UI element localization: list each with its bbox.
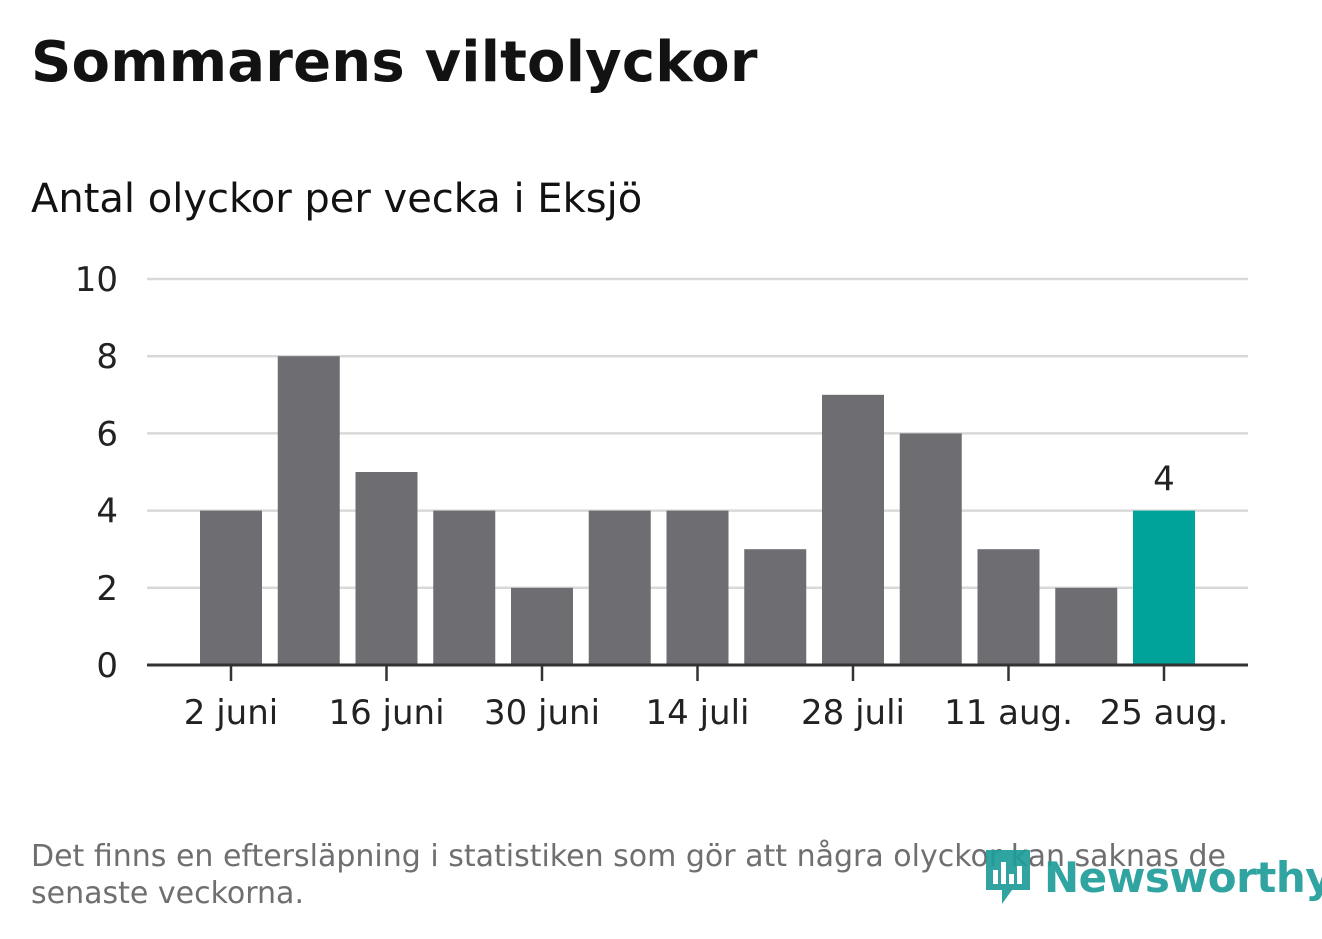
labels: 0 2 4 6 8 10 4 2 juni 16 juni 30 juni 14 juli 28 ju… [75, 260, 1229, 733]
bar [899, 433, 962, 665]
y-tick-label: 8 [96, 337, 118, 377]
chart-title: Sommarens viltolyckor [31, 30, 758, 95]
y-tick-label: 4 [96, 492, 118, 532]
bar [355, 472, 418, 665]
y-tick-label: 0 [96, 646, 118, 686]
bar [977, 549, 1040, 665]
bar-chart: 0 2 4 6 8 10 4 2 juni 16 juni 30 juni 14 juli 28 ju… [75, 260, 1248, 733]
bar [744, 549, 807, 665]
bar [433, 510, 496, 665]
bar [588, 510, 651, 665]
bar [1055, 587, 1118, 665]
bar [511, 587, 573, 665]
bar [277, 356, 340, 665]
chart-subtitle: Antal olyckor per vecka i Eksjö [31, 176, 643, 222]
x-tick-label: 2 juni [184, 693, 278, 733]
data-label: 4 [1153, 460, 1175, 500]
y-tick-label: 2 [96, 569, 118, 609]
bar [666, 510, 729, 665]
x-tick-label: 25 aug. [1100, 693, 1229, 733]
x-tick-label: 14 juli [646, 693, 750, 733]
bars [200, 356, 1195, 665]
y-tick-label: 6 [96, 414, 118, 454]
x-tick-label: 16 juni [328, 693, 444, 733]
y-tick-label: 10 [75, 260, 118, 300]
brand-logo: Newsworthy [982, 846, 1322, 908]
x-tick-label: 30 juni [484, 693, 600, 733]
bar-chart-speech-bubble-icon [986, 850, 1030, 904]
x-tick-label: 28 juli [801, 693, 905, 733]
x-tick-label: 11 aug. [944, 693, 1073, 733]
axes [147, 663, 1248, 681]
brand-name: Newsworthy [1044, 852, 1322, 902]
bar-highlight [1133, 510, 1195, 665]
bar [822, 394, 884, 665]
bar [200, 510, 262, 665]
